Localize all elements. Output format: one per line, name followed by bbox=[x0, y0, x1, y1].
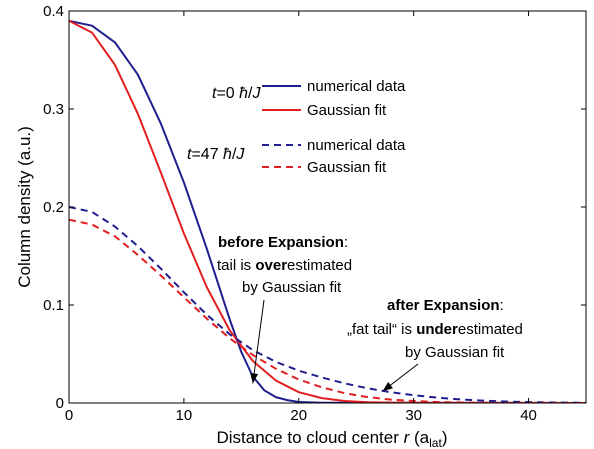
legend: t=0 ħ/J numerical data Gaussian fit t=47… bbox=[187, 78, 406, 176]
y-tick-label: 0.2 bbox=[43, 199, 64, 216]
x-tick-label: 20 bbox=[290, 407, 307, 424]
legend-group-1-label: t=0 ħ/J bbox=[212, 85, 262, 102]
x-axis-title-unit-sub: lat bbox=[429, 436, 442, 449]
x-tick-label: 0 bbox=[65, 407, 73, 424]
series-numerical-t47 bbox=[69, 206, 586, 403]
series-numerical-t0 bbox=[69, 19, 586, 403]
x-axis-title: Distance to cloud center r (alat) bbox=[217, 428, 448, 449]
x-axis-title-var: r bbox=[404, 428, 411, 447]
ticks-layer: 0 10 20 30 40 0 0.1 0.2 0.3 0.4 bbox=[43, 3, 586, 424]
plot-frame bbox=[68, 10, 587, 404]
annotation-before-line1: before Expansion: bbox=[218, 234, 348, 251]
x-tick-label: 40 bbox=[520, 407, 537, 424]
series-gaussian-t0 bbox=[69, 19, 586, 403]
annotation-after-expansion: after Expansion: „fat tail“ is underesti… bbox=[347, 297, 523, 392]
series-layer bbox=[69, 19, 586, 403]
annotation-before-arrow bbox=[252, 299, 265, 384]
annotation-before-arrowhead bbox=[250, 373, 259, 384]
legend-label-gaussian-t0: Gaussian fit bbox=[307, 102, 387, 119]
legend-label-numerical-t0: numerical data bbox=[307, 78, 406, 95]
annotation-after-arrowhead bbox=[382, 382, 393, 392]
annotation-after-line1: after Expansion: bbox=[387, 297, 504, 314]
annotation-before-line2: tail is overestimated bbox=[217, 257, 352, 274]
y-axis-title: Column density (a.u.) bbox=[15, 126, 34, 288]
x-tick-label: 30 bbox=[405, 407, 422, 424]
legend-group-2-label: t=47 ħ/J bbox=[187, 146, 245, 163]
y-tick-label: 0 bbox=[56, 395, 64, 412]
annotation-before-expansion: before Expansion: tail is overestimated … bbox=[217, 234, 352, 384]
legend-label-gaussian-t47: Gaussian fit bbox=[307, 159, 387, 176]
y-tick-label: 0.4 bbox=[43, 3, 64, 20]
y-tick-label: 0.3 bbox=[43, 101, 64, 118]
annotation-after-line3: by Gaussian fit bbox=[405, 344, 505, 361]
y-tick-label: 0.1 bbox=[43, 297, 64, 314]
x-axis-title-unit-close: ) bbox=[442, 428, 448, 447]
legend-label-numerical-t47: numerical data bbox=[307, 137, 406, 154]
annotation-before-line3: by Gaussian fit bbox=[242, 279, 342, 296]
annotation-after-line2: „fat tail“ is underestimated bbox=[347, 321, 523, 338]
x-axis-title-main: Distance to cloud center bbox=[217, 428, 404, 447]
x-tick-label: 10 bbox=[176, 407, 193, 424]
x-axis-title-unit-open: (a bbox=[409, 428, 429, 447]
series-gaussian-t47 bbox=[69, 218, 586, 403]
